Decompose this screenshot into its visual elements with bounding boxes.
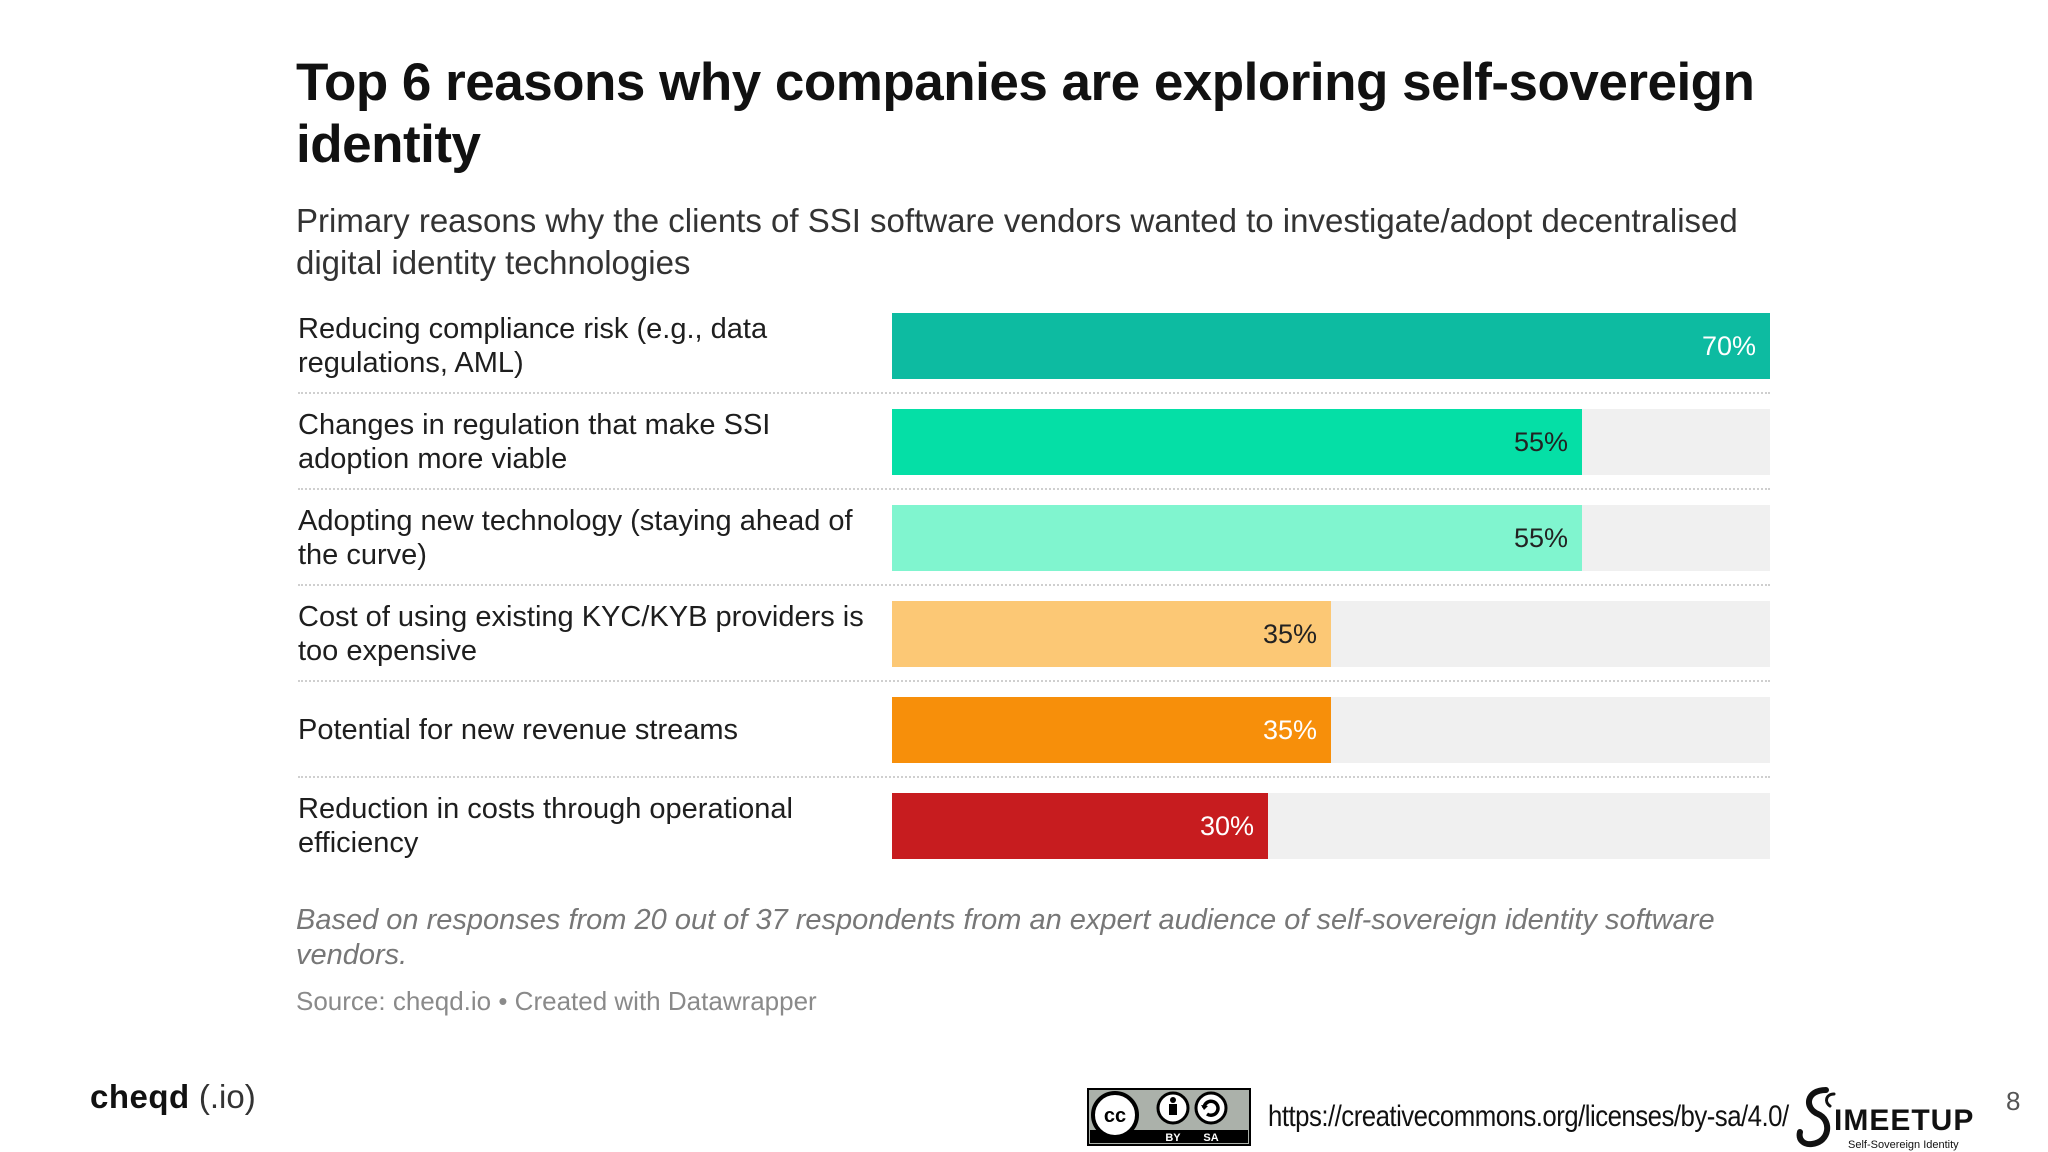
meetup-tagline: Self-Sovereign Identity	[1848, 1139, 1959, 1151]
bar-chart: Reducing compliance risk (e.g., data reg…	[296, 305, 1770, 865]
share-alike-icon	[1194, 1091, 1228, 1125]
bar	[892, 505, 1582, 571]
bar-row: Reduction in costs through operational e…	[296, 785, 1770, 881]
bar-track: 55%	[892, 409, 1770, 475]
bar	[892, 409, 1582, 475]
license-url-link[interactable]: https://creativecommons.org/licenses/by-…	[1268, 1100, 1789, 1133]
cc-icon	[1091, 1091, 1139, 1139]
bar	[892, 793, 1268, 859]
row-divider	[298, 488, 1770, 490]
bar	[892, 313, 1770, 379]
bar-track: 55%	[892, 505, 1770, 571]
bar	[892, 697, 1331, 763]
brand-name: cheqd	[90, 1078, 190, 1115]
bar-value-label: 55%	[1513, 523, 1568, 553]
category-label: Adopting new technology (staying ahead o…	[298, 505, 853, 571]
category-label: Changes in regulation that make SSI adop…	[298, 409, 771, 475]
category-label: Potential for new revenue streams	[298, 714, 739, 746]
bar-row: Adopting new technology (staying ahead o…	[296, 497, 1770, 593]
chart-source: Source: cheqd.io • Created with Datawrap…	[296, 986, 817, 1016]
chart-title: Top 6 reasons why companies are explorin…	[296, 53, 1755, 174]
row-divider	[298, 584, 1770, 586]
chart-subtitle: Primary reasons why the clients of SSI s…	[296, 202, 1738, 281]
bar-track: 70%	[892, 313, 1770, 379]
category-label: Cost of using existing KYC/KYB providers…	[298, 601, 864, 667]
bar-value-label: 70%	[1701, 331, 1756, 361]
ssi-s-mark-icon	[1796, 1087, 1830, 1148]
row-divider	[298, 392, 1770, 394]
bar-row: Changes in regulation that make SSI adop…	[296, 401, 1770, 497]
bar-track: 35%	[892, 697, 1770, 763]
bar-track: 30%	[892, 793, 1770, 859]
cc-text: cc	[1104, 1105, 1126, 1127]
bar-row: Potential for new revenue streams 35%	[296, 689, 1770, 785]
chart-note: Based on responses from 20 out of 37 res…	[296, 904, 1715, 971]
page-number: 8	[2006, 1086, 2021, 1116]
row-divider	[298, 680, 1770, 682]
bar-track: 35%	[892, 601, 1770, 667]
category-label: Reduction in costs through operational e…	[298, 793, 793, 859]
bar-row: Cost of using existing KYC/KYB providers…	[296, 593, 1770, 689]
by-text: BY	[1165, 1132, 1181, 1144]
ssi-meetup-logo: IMEETUP Self-Sovereign Identity	[1796, 1087, 1974, 1151]
bar-value-label: 35%	[1262, 715, 1317, 745]
bar-value-label: 35%	[1262, 619, 1317, 649]
cc-by-sa-license-badge: cc BY SA	[1087, 1088, 1251, 1146]
bar-value-label: 30%	[1199, 811, 1254, 841]
category-label: Reducing compliance risk (e.g., data reg…	[298, 313, 768, 379]
sa-text: SA	[1203, 1132, 1218, 1144]
bar-value-label: 55%	[1513, 427, 1568, 457]
bar	[892, 601, 1331, 667]
bar-row: Reducing compliance risk (e.g., data reg…	[296, 305, 1770, 401]
brand-suffix: (.io)	[198, 1078, 256, 1115]
meetup-wordmark: IMEETUP	[1834, 1104, 1974, 1137]
cheqd-brand: cheqd (.io)	[90, 1078, 256, 1116]
row-divider	[298, 776, 1770, 778]
